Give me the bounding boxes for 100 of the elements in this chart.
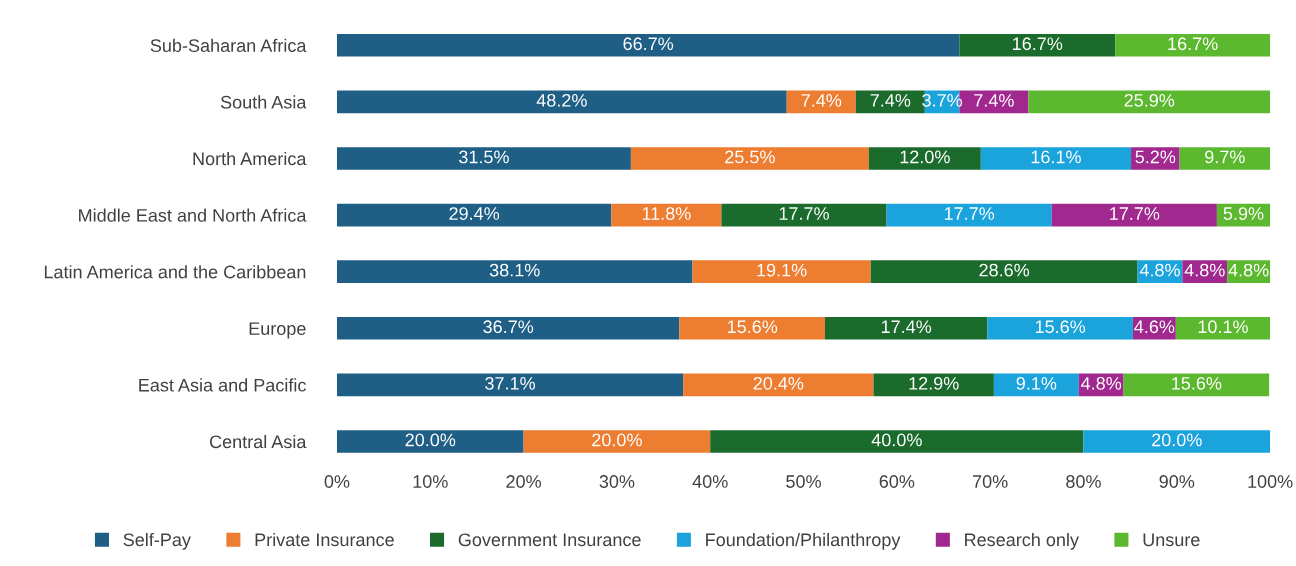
bar [870,260,1138,283]
data-label: 48.2% [536,93,587,107]
y-tick-label: East Asia and Pacific [139,378,306,392]
x-tick-label: 80% [1066,475,1101,488]
data-label: 5.9% [1223,207,1264,220]
data-label: 20.0% [1152,433,1202,447]
data-label: 10.1% [1198,320,1248,334]
data-label: 7.4% [801,94,842,107]
legend-label: Unsure [1143,533,1200,547]
data-label: 15.6% [727,320,778,334]
data-label: 17.4% [881,320,932,334]
data-label: 20.0% [592,433,642,447]
y-tick-label: Latin America and the Caribbean [44,265,306,279]
bar [980,147,1132,170]
bar [868,147,981,170]
bar [1083,430,1271,453]
bar [630,147,869,170]
x-tick-label: 0% [324,475,350,488]
bar [336,147,631,170]
bar [336,260,693,283]
data-label: 4.8% [1081,376,1122,390]
data-label: 17.7% [779,207,829,220]
y-tick-label: North America [193,151,307,166]
bar [987,316,1133,340]
x-tick-label: 20% [506,475,542,488]
data-label: 7.4% [870,94,911,107]
data-label: 29.4% [449,207,500,220]
x-tick-label: 30% [599,475,635,488]
bar [336,90,787,114]
bar [1175,316,1271,340]
legend-label: Private Insurance [255,532,394,547]
data-label: 36.7% [483,320,534,334]
bar [993,373,1079,397]
bar [692,260,871,283]
data-label: 12.0% [900,150,950,164]
bar [336,430,524,453]
data-label: 15.6% [1035,320,1086,334]
data-label: 20.0% [405,433,456,447]
data-label: 40.0% [871,433,922,447]
x-tick-label: 90% [1159,475,1195,488]
bar [1028,90,1271,114]
x-tick-label: 50% [786,475,821,488]
data-label: 16.7% [1013,37,1063,51]
x-tick-label: 60% [879,475,915,488]
x-tick-label: 40% [692,475,728,488]
data-label: 17.7% [944,207,995,220]
bar [611,203,722,227]
data-label: 4.8% [1139,263,1180,277]
x-tick-label: 70% [973,475,1008,488]
legend-label: Self-Pay [123,532,191,550]
bar [873,373,994,397]
y-tick-label: Europe [249,322,306,339]
legend-label: Foundation/Philanthropy [706,532,901,550]
bar [710,430,1084,453]
data-label: 19.1% [757,263,807,277]
x-tick-label: 10% [413,475,448,488]
y-tick-label: Middle East and North Africa [79,208,307,222]
data-label: 66.7% [623,37,674,51]
data-label: 25.5% [725,150,775,164]
bar [721,203,887,227]
legend-label: Research only [965,532,1079,550]
y-tick-label: Sub-Saharan Africa [150,38,307,52]
y-tick-label: Central Asia [209,434,307,449]
data-label: 17.7% [1110,207,1160,220]
data-label: 28.6% [979,263,1030,277]
data-label: 37.1% [485,376,536,390]
bar [959,33,1116,57]
data-label: 16.7% [1168,37,1218,51]
data-label: 31.5% [459,150,509,164]
data-label: 9.1% [1016,376,1057,390]
x-tick-label: 100% [1248,475,1293,488]
bar [1123,373,1270,397]
bar [1131,147,1180,170]
data-label: 9.7% [1205,150,1245,164]
bar [1051,203,1217,227]
data-label: 5.2% [1135,150,1176,164]
bar [824,316,988,340]
data-label: 4.8% [1228,263,1269,277]
data-label: 11.8% [642,207,691,220]
bar [1115,33,1271,57]
bar [683,373,874,397]
bar [336,316,680,340]
bar [523,430,711,453]
bar [336,373,684,397]
bar [336,203,612,227]
y-tick-label: South Asia [220,95,307,109]
bar [886,203,1052,227]
data-label: 16.1% [1031,150,1081,164]
bar [679,316,825,340]
bar [1179,147,1271,170]
data-label: 12.9% [909,376,959,390]
data-label: 15.6% [1172,376,1222,390]
data-label: 7.4% [974,94,1014,107]
data-label: 4.6% [1134,320,1175,334]
data-label: 38.1% [489,263,540,277]
data-label: 25.9% [1124,93,1175,107]
data-label: 20.4% [753,376,804,390]
legend-label: Government Insurance [458,533,641,547]
data-label: 4.8% [1184,263,1225,277]
bar [336,33,960,57]
